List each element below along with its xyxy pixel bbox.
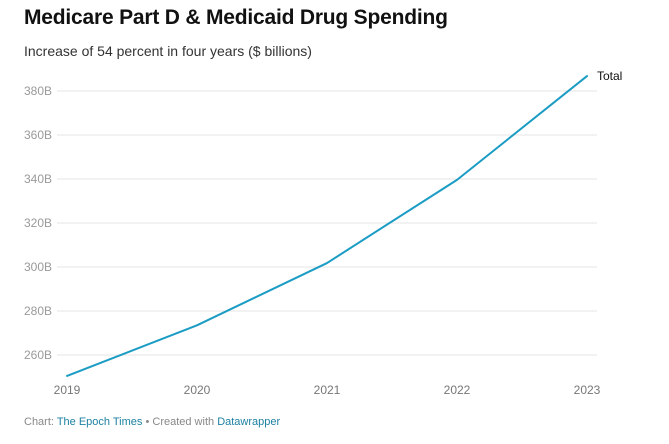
series-label: Total <box>597 69 622 83</box>
series-labels: Total <box>597 69 622 83</box>
x-axis-ticks: 2019 2020 2021 2022 2023 <box>54 383 601 397</box>
x-tick-label: 2022 <box>444 383 471 397</box>
footer-separator: • Created with <box>142 416 218 428</box>
series-line-total <box>66 75 588 377</box>
x-tick-label: 2021 <box>314 383 341 397</box>
y-axis-ticks: 260B 280B 300B 320B 340B 360B 380B <box>24 84 52 362</box>
chart-subtitle: Increase of 54 percent in four years ($ … <box>24 43 312 59</box>
series-lines <box>66 75 588 377</box>
gridlines <box>57 90 597 356</box>
source-link[interactable]: The Epoch Times <box>56 416 143 428</box>
x-tick-label: 2023 <box>574 383 601 397</box>
y-tick-label: 260B <box>24 348 52 362</box>
chart-title: Medicare Part D & Medicaid Drug Spending <box>24 6 448 29</box>
datawrapper-link[interactable]: Datawrapper <box>217 416 281 428</box>
y-tick-label: 360B <box>24 128 52 142</box>
chart-footer: Chart: The Epoch Times • Created with Da… <box>24 416 280 428</box>
y-tick-label: 340B <box>24 172 52 186</box>
y-tick-label: 380B <box>24 84 52 98</box>
y-tick-label: 300B <box>24 260 52 274</box>
footer-prefix: Chart: <box>24 416 57 428</box>
x-tick-label: 2020 <box>184 383 211 397</box>
y-tick-label: 280B <box>24 304 52 318</box>
y-tick-label: 320B <box>24 216 52 230</box>
x-tick-label: 2019 <box>54 383 81 397</box>
